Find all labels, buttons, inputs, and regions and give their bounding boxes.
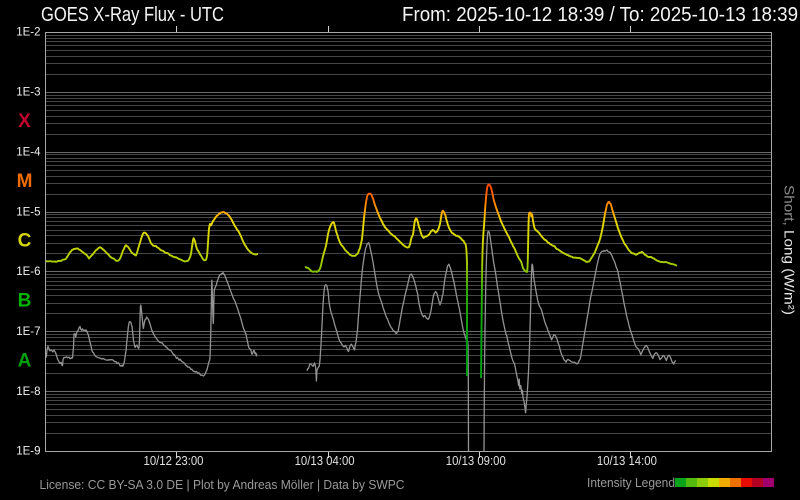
- svg-text:1E-7: 1E-7: [16, 326, 40, 338]
- svg-text:1E-2: 1E-2: [16, 27, 40, 39]
- svg-text:From: 2025-10-12 18:39 / To:: From: 2025-10-12 18:39 / To: 2025-10-13 …: [402, 4, 798, 26]
- svg-text:1E-6: 1E-6: [16, 266, 40, 278]
- svg-text:C: C: [18, 231, 32, 252]
- svg-text:1E-4: 1E-4: [16, 146, 41, 158]
- svg-text:1E-8: 1E-8: [16, 386, 40, 398]
- svg-text:1E-9: 1E-9: [16, 446, 40, 458]
- svg-text:10/13 09:00: 10/13 09:00: [446, 454, 506, 468]
- svg-text:10/13 14:00: 10/13 14:00: [597, 454, 657, 468]
- svg-text:10/12 23:00: 10/12 23:00: [144, 454, 204, 468]
- svg-text:Intensity Legend: Intensity Legend: [587, 475, 675, 490]
- svg-text:1E-3: 1E-3: [16, 87, 40, 99]
- svg-text:B: B: [18, 291, 32, 312]
- svg-text:Short, Long (W/m²): Short, Long (W/m²): [782, 185, 798, 315]
- svg-text:License: CC BY-SA 3.0 DE | Plo: License: CC BY-SA 3.0 DE | Plot by Andre…: [40, 477, 405, 492]
- svg-text:X: X: [18, 111, 31, 132]
- svg-text:M: M: [17, 171, 33, 192]
- svg-text:1E-5: 1E-5: [16, 206, 40, 218]
- svg-text:A: A: [18, 350, 32, 371]
- svg-text:GOES X-Ray Flux - UTC: GOES X-Ray Flux - UTC: [41, 4, 224, 26]
- svg-text:10/13 04:00: 10/13 04:00: [295, 454, 355, 468]
